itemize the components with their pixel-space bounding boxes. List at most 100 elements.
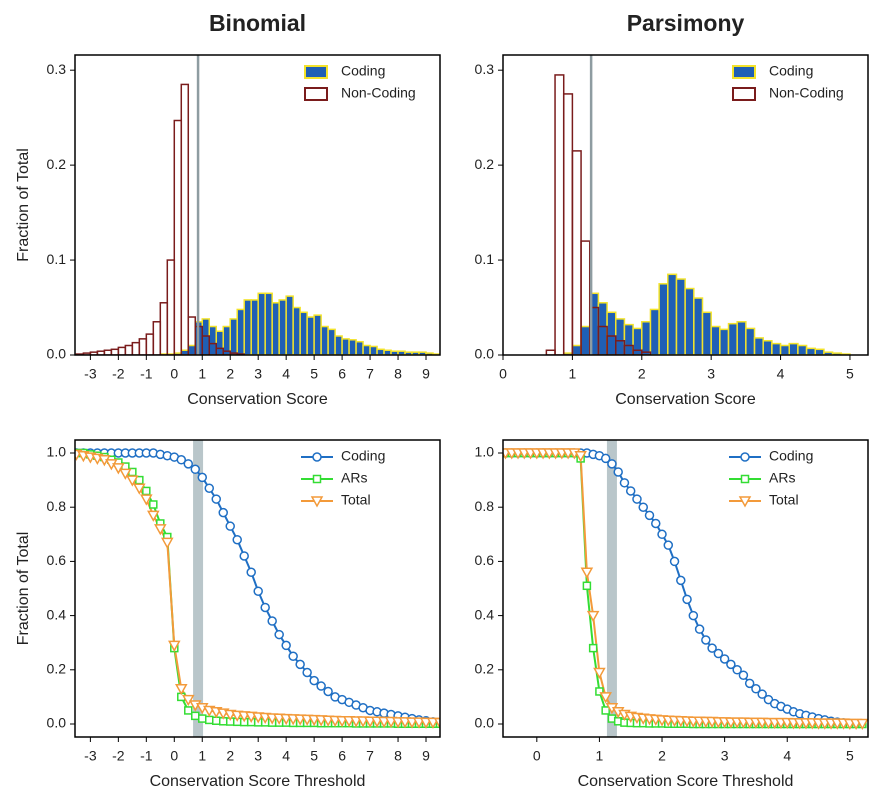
marker: [580, 567, 594, 579]
y-tick-label: 0.0: [47, 715, 67, 731]
y-tick-label: 0.4: [475, 606, 495, 622]
x-tick-label: -3: [84, 748, 97, 764]
histogram-bar: [571, 150, 582, 355]
marker: [751, 684, 761, 694]
marker: [142, 486, 151, 496]
histogram-bar: [229, 318, 238, 355]
marker: [198, 714, 207, 723]
marker: [632, 494, 642, 504]
histogram-bar: [145, 333, 155, 355]
x-tick-label: 4: [783, 748, 791, 764]
marker: [205, 715, 214, 725]
legend-label: Total: [341, 492, 371, 508]
marker: [574, 450, 587, 463]
x-tick-label: 3: [707, 366, 715, 382]
marker: [582, 581, 592, 591]
histogram-bar: [180, 83, 190, 355]
histogram-bar: [299, 311, 308, 355]
y-axis-label: Fraction of Total: [15, 532, 32, 646]
x-tick-label: 8: [394, 748, 402, 764]
legend-swatch: [304, 65, 328, 79]
y-tick-label: 0.0: [475, 715, 495, 731]
y-tick-label: 0.3: [475, 61, 495, 77]
x-tick-label: 2: [638, 366, 646, 382]
marker: [295, 659, 305, 670]
marker: [601, 706, 610, 715]
threshold-band: [606, 440, 617, 737]
histogram-bar: [334, 335, 343, 355]
x-tick-label: 5: [310, 366, 318, 382]
marker: [713, 648, 724, 659]
marker: [218, 507, 228, 518]
histogram-bar: [597, 302, 608, 355]
chart: Conservation Score Threshold 0 1 2 3 4 5 0.0 0.2…: [475, 439, 869, 790]
marker: [619, 478, 630, 488]
marker: [253, 586, 263, 596]
marker: [316, 681, 326, 691]
histogram-bar: [779, 344, 790, 355]
histogram-bar: [701, 311, 712, 355]
y-tick-label: 1.0: [475, 444, 495, 460]
chart-title: Binomial: [209, 10, 306, 36]
legend-swatch: [304, 87, 328, 101]
histogram-bar: [369, 345, 378, 355]
histogram-bar: [571, 344, 582, 355]
marker: [182, 694, 195, 707]
histogram-bar: [152, 321, 162, 355]
marker: [663, 540, 674, 550]
histogram-bar: [138, 338, 148, 355]
marker: [595, 687, 604, 696]
marker: [323, 686, 333, 697]
marker: [239, 551, 249, 561]
x-tick-label: 6: [338, 366, 346, 382]
histogram-bar: [762, 340, 773, 355]
histogram-bar: [684, 287, 695, 355]
histogram-bar: [166, 259, 176, 355]
y-tick-label: 0.1: [475, 251, 495, 267]
histogram-bar: [348, 339, 357, 355]
marker: [644, 510, 655, 521]
y-tick-label: 0.4: [47, 606, 67, 622]
marker: [688, 610, 699, 621]
histogram-bar: [376, 348, 385, 355]
histogram-bar: [243, 299, 252, 355]
y-tick-label: 0.6: [47, 552, 67, 568]
histogram-bar: [117, 346, 127, 355]
marker: [154, 524, 167, 536]
x-tick-label: 8: [394, 366, 402, 382]
marker: [682, 594, 692, 605]
x-tick-label: -1: [140, 748, 153, 764]
marker: [599, 692, 612, 704]
marker: [176, 455, 187, 465]
legend: Coding Non-Coding: [304, 63, 416, 101]
marker: [267, 616, 277, 626]
plot-frame: [502, 54, 869, 356]
x-tick-label: -3: [84, 366, 97, 382]
histogram-bar: [208, 325, 217, 355]
histogram-bar: [771, 342, 782, 355]
x-tick-label: 1: [596, 748, 604, 764]
marker: [593, 667, 606, 680]
legend-label: ARs: [769, 470, 795, 486]
legend-label: Total: [769, 492, 799, 508]
histogram-bar: [562, 93, 574, 355]
histogram-bar: [306, 316, 315, 355]
legend-label: Coding: [341, 63, 385, 79]
histogram-bar: [745, 327, 756, 355]
marker: [586, 610, 600, 623]
marker: [757, 689, 767, 699]
legend: Coding ARs Total: [729, 448, 813, 508]
marker: [183, 459, 194, 469]
x-tick-label: 2: [658, 748, 666, 764]
x-tick-label: 5: [846, 366, 854, 382]
marker: [309, 675, 319, 686]
marker: [260, 602, 270, 613]
y-tick-label: 0.2: [47, 156, 67, 172]
marker: [190, 464, 201, 475]
y-tick-label: 0.2: [47, 660, 67, 676]
histogram-bar: [285, 295, 294, 355]
histogram-bar: [719, 328, 730, 355]
histogram-bar: [187, 344, 197, 355]
histogram-bar: [257, 292, 266, 355]
legend: Coding ARs Total: [301, 448, 385, 508]
